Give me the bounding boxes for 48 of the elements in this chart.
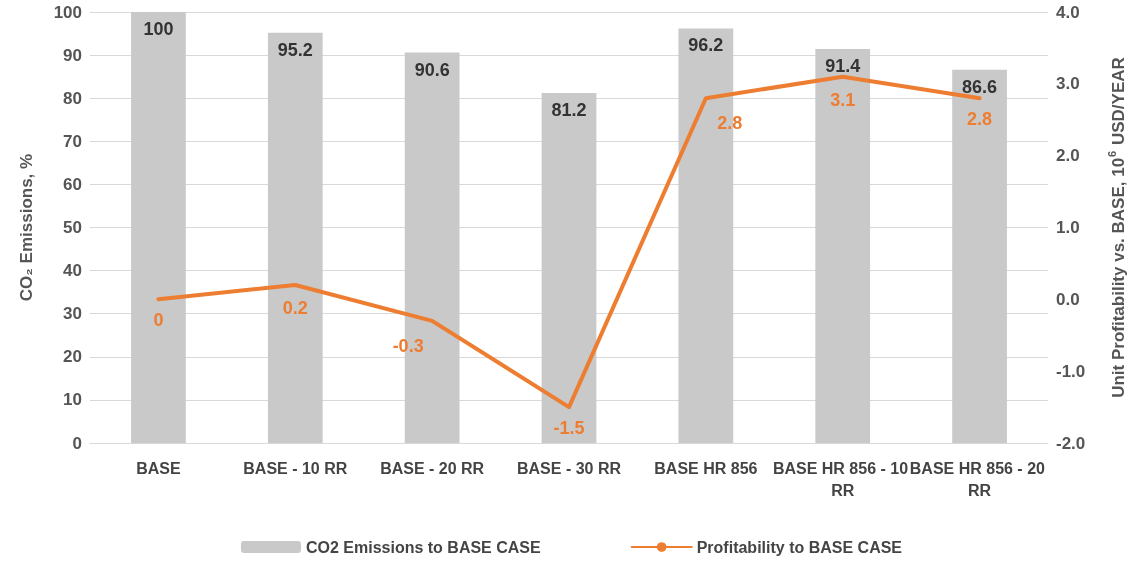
data-label: 0 [153,310,164,331]
data-label: -0.3 [392,335,424,356]
x-tick-label: BASE - 30 RR [516,459,622,477]
y-tick-label: 90 [63,45,82,65]
x-tick-label: BASE [136,459,181,477]
y-tick-label: 20 [63,347,82,367]
x-tick-label: BASE - 10 RR [243,459,348,477]
bar [131,12,186,443]
y2-tick-label: 0.0 [1056,289,1080,309]
data-label: 91.4 [825,56,861,77]
data-label: 2.8 [967,109,993,130]
y2-tick-label: 2.0 [1056,146,1080,166]
legend-label: CO2 Emissions to BASE CASE [305,538,542,556]
y-tick-label: 0 [72,433,82,453]
bar [815,49,871,443]
y2-tick-label: 4.0 [1056,2,1080,22]
y-tick-label: 50 [63,218,82,237]
bar [267,32,323,443]
data-label: 81.2 [551,100,587,121]
y2-tick-label: 1.0 [1056,218,1080,237]
data-label: 95.2 [277,39,313,60]
y2-tick-label: 3.0 [1056,74,1080,94]
y-tick-label: 70 [63,131,82,151]
data-label: 2.8 [717,113,743,134]
x-tick-label: BASE - 20 RR [380,459,485,477]
data-label: 0.2 [282,297,308,318]
y-tick-label: 60 [63,174,82,194]
data-label: 86.6 [962,76,998,97]
data-label: 3.1 [830,89,856,110]
y2-tick-label: -2.0 [1056,433,1086,453]
x-tick-label: BASE HR 856 [654,459,758,477]
bar [541,93,597,443]
data-label: 90.6 [414,59,450,80]
y-tick-label: 30 [63,304,82,324]
y-tick-label: 100 [53,2,82,22]
data-label: 96.2 [688,35,724,56]
y-axis-title: CO₂ Emissions, % [17,153,36,302]
y2-axis-title: Unit Profitability vs. BASE, 106 USD/YEAR [1106,57,1128,398]
data-label: -1.5 [553,418,585,439]
data-label: 100 [143,19,174,39]
legend-label: Profitability to BASE CASE [696,538,903,556]
y-tick-label: 80 [63,88,82,108]
x-tick-label: BASE HR 856 - 10 RR [772,459,909,499]
y2-tick-label: -1.0 [1056,361,1086,381]
y-tick-label: 10 [63,390,82,410]
x-tick-label: BASE HR 856 - 20 RR [909,459,1050,499]
bar [952,69,1007,443]
y-tick-label: 40 [63,261,82,281]
